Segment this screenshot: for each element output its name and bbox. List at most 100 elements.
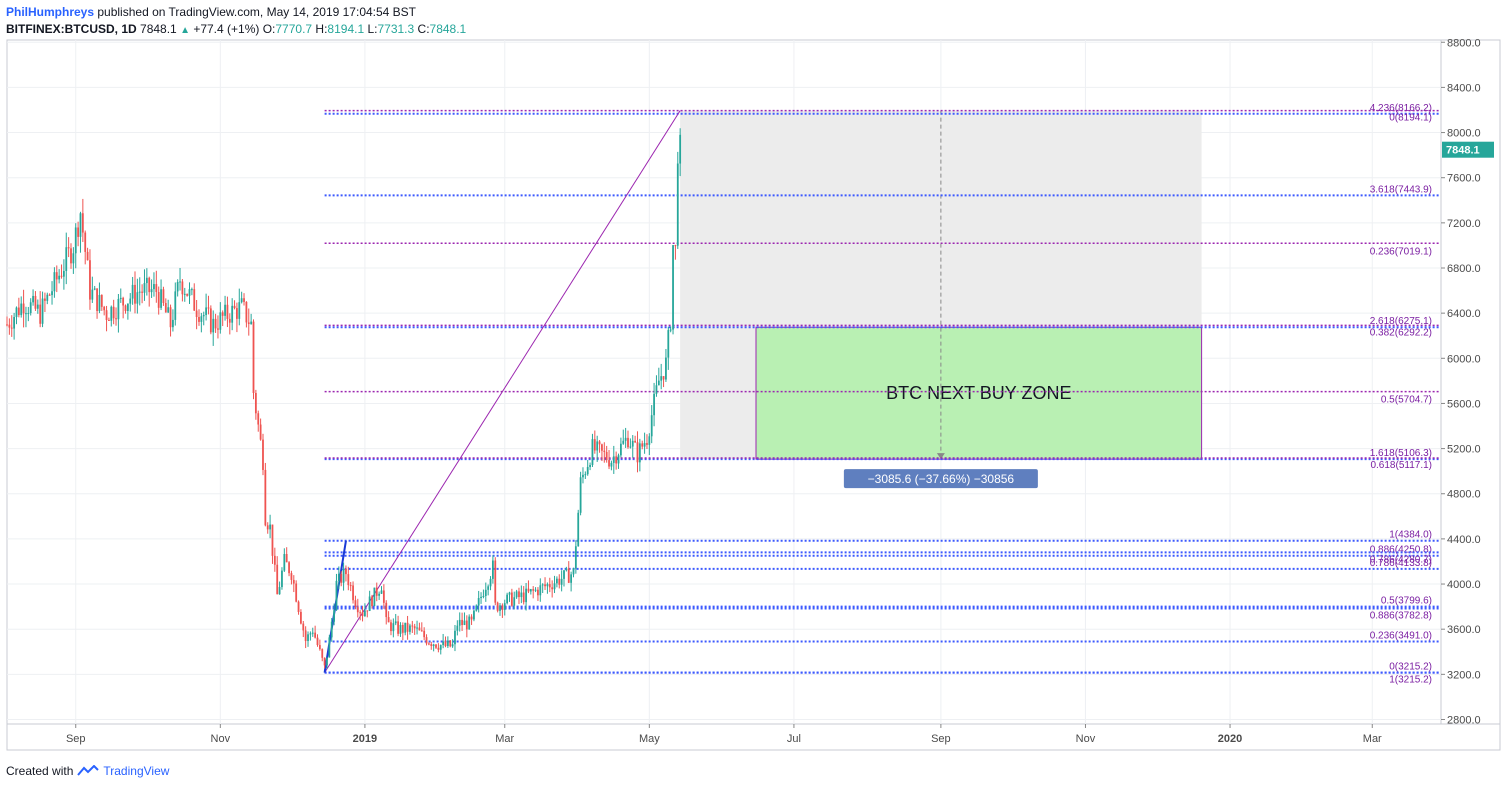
candle-body — [492, 560, 494, 579]
candle-body — [162, 289, 165, 303]
x-tick-label: Mar — [495, 733, 514, 745]
candle-body — [375, 587, 378, 596]
candle-body — [304, 630, 307, 642]
candle-body — [548, 584, 551, 588]
candle-body — [615, 456, 618, 464]
candle-body — [96, 288, 98, 312]
candle-body — [423, 630, 426, 638]
candle-body — [262, 439, 264, 470]
candle-body — [266, 525, 269, 530]
candle-body — [126, 303, 129, 311]
candle-body — [442, 641, 445, 646]
tradingview-link[interactable]: TradingView — [103, 764, 170, 778]
candle-body — [79, 213, 82, 237]
open-label: O: — [262, 22, 276, 36]
fib-ext-label: 0.886(3782.8) — [1370, 611, 1432, 622]
candle-body — [86, 251, 89, 261]
candle-body — [153, 284, 155, 290]
candle-body — [612, 456, 615, 463]
y-tick-label: 3200.0 — [1447, 669, 1481, 681]
candle-body — [503, 603, 506, 610]
candle-body — [250, 321, 253, 325]
candle-body — [243, 298, 245, 302]
publish-line: PhilHumphreys published on TradingView.c… — [6, 5, 416, 19]
candle-body — [150, 289, 153, 293]
y-tick-label: 6400.0 — [1447, 308, 1481, 320]
candle-body — [278, 587, 281, 595]
candle-body — [397, 621, 399, 634]
candle-body — [129, 298, 132, 304]
candle-body — [406, 622, 409, 632]
candle-body — [224, 304, 226, 316]
candle-body — [378, 593, 381, 596]
candle-body — [617, 455, 620, 464]
y-tick-label: 5200.0 — [1447, 444, 1481, 456]
candle-body — [300, 611, 302, 624]
candle-body — [228, 318, 231, 323]
candle-body — [510, 592, 513, 606]
candle-body — [105, 310, 108, 320]
candle-body — [487, 586, 490, 590]
candle-body — [482, 595, 485, 597]
candle-body — [226, 304, 229, 319]
candle-body — [392, 623, 395, 632]
candle-body — [202, 314, 205, 317]
candle-body — [323, 657, 326, 666]
x-tick-label: Mar — [1363, 733, 1382, 745]
low-label: L: — [367, 22, 378, 36]
trend-line-blue — [323, 540, 347, 673]
candle-body — [565, 568, 568, 571]
candle-body — [25, 313, 27, 315]
candle-body — [655, 385, 658, 394]
high-label: H: — [315, 22, 328, 36]
candle-body — [72, 253, 75, 264]
candle-body — [446, 640, 449, 647]
candle-body — [98, 294, 101, 312]
candle-body — [653, 393, 655, 416]
candle-body — [537, 589, 539, 596]
fib-ret1-label: 0.5(3799.6) — [1381, 596, 1432, 607]
author-link[interactable]: PhilHumphreys — [6, 5, 95, 19]
candle-body — [212, 318, 215, 333]
candle-body — [233, 305, 236, 309]
published-text: published on TradingView.com, May 14, 20… — [94, 5, 417, 19]
candle-body — [660, 376, 663, 381]
candle-body — [477, 598, 480, 606]
candle-body — [430, 644, 433, 647]
close-value: 7848.1 — [429, 22, 467, 36]
candle-body — [674, 245, 677, 247]
y-tick-label: 8800.0 — [1447, 37, 1481, 49]
candle-body — [157, 292, 160, 308]
candle-body — [77, 227, 80, 237]
candle-body — [622, 440, 625, 444]
x-tick-label: May — [639, 733, 660, 745]
candle-body — [292, 579, 295, 584]
candle-body — [496, 602, 499, 611]
candle-body — [39, 304, 42, 324]
candle-body — [302, 623, 305, 631]
candle-body — [257, 413, 260, 425]
candle-body — [480, 596, 482, 599]
candle-body — [124, 305, 127, 311]
candle-body — [641, 443, 644, 447]
y-tick-label: 6000.0 — [1447, 353, 1481, 365]
candle-body — [81, 213, 84, 233]
candle-body — [364, 610, 366, 617]
candle-body — [532, 589, 535, 591]
candle-body — [10, 327, 13, 329]
candle-body — [541, 584, 544, 586]
fib-ret1-label: 1(4384.0) — [1389, 530, 1432, 541]
candle-body — [501, 605, 504, 610]
candle-body — [240, 298, 243, 303]
candle-body — [624, 437, 627, 441]
candle-body — [342, 569, 345, 583]
candle-body — [41, 298, 44, 324]
candle-body — [494, 560, 497, 603]
candle-body — [444, 641, 447, 647]
candle-body — [188, 289, 191, 296]
fib-ret2-label: 0.618(5117.1) — [1370, 460, 1432, 471]
candle-body — [60, 275, 63, 277]
candle-body — [458, 619, 461, 626]
candle-body — [29, 302, 32, 314]
